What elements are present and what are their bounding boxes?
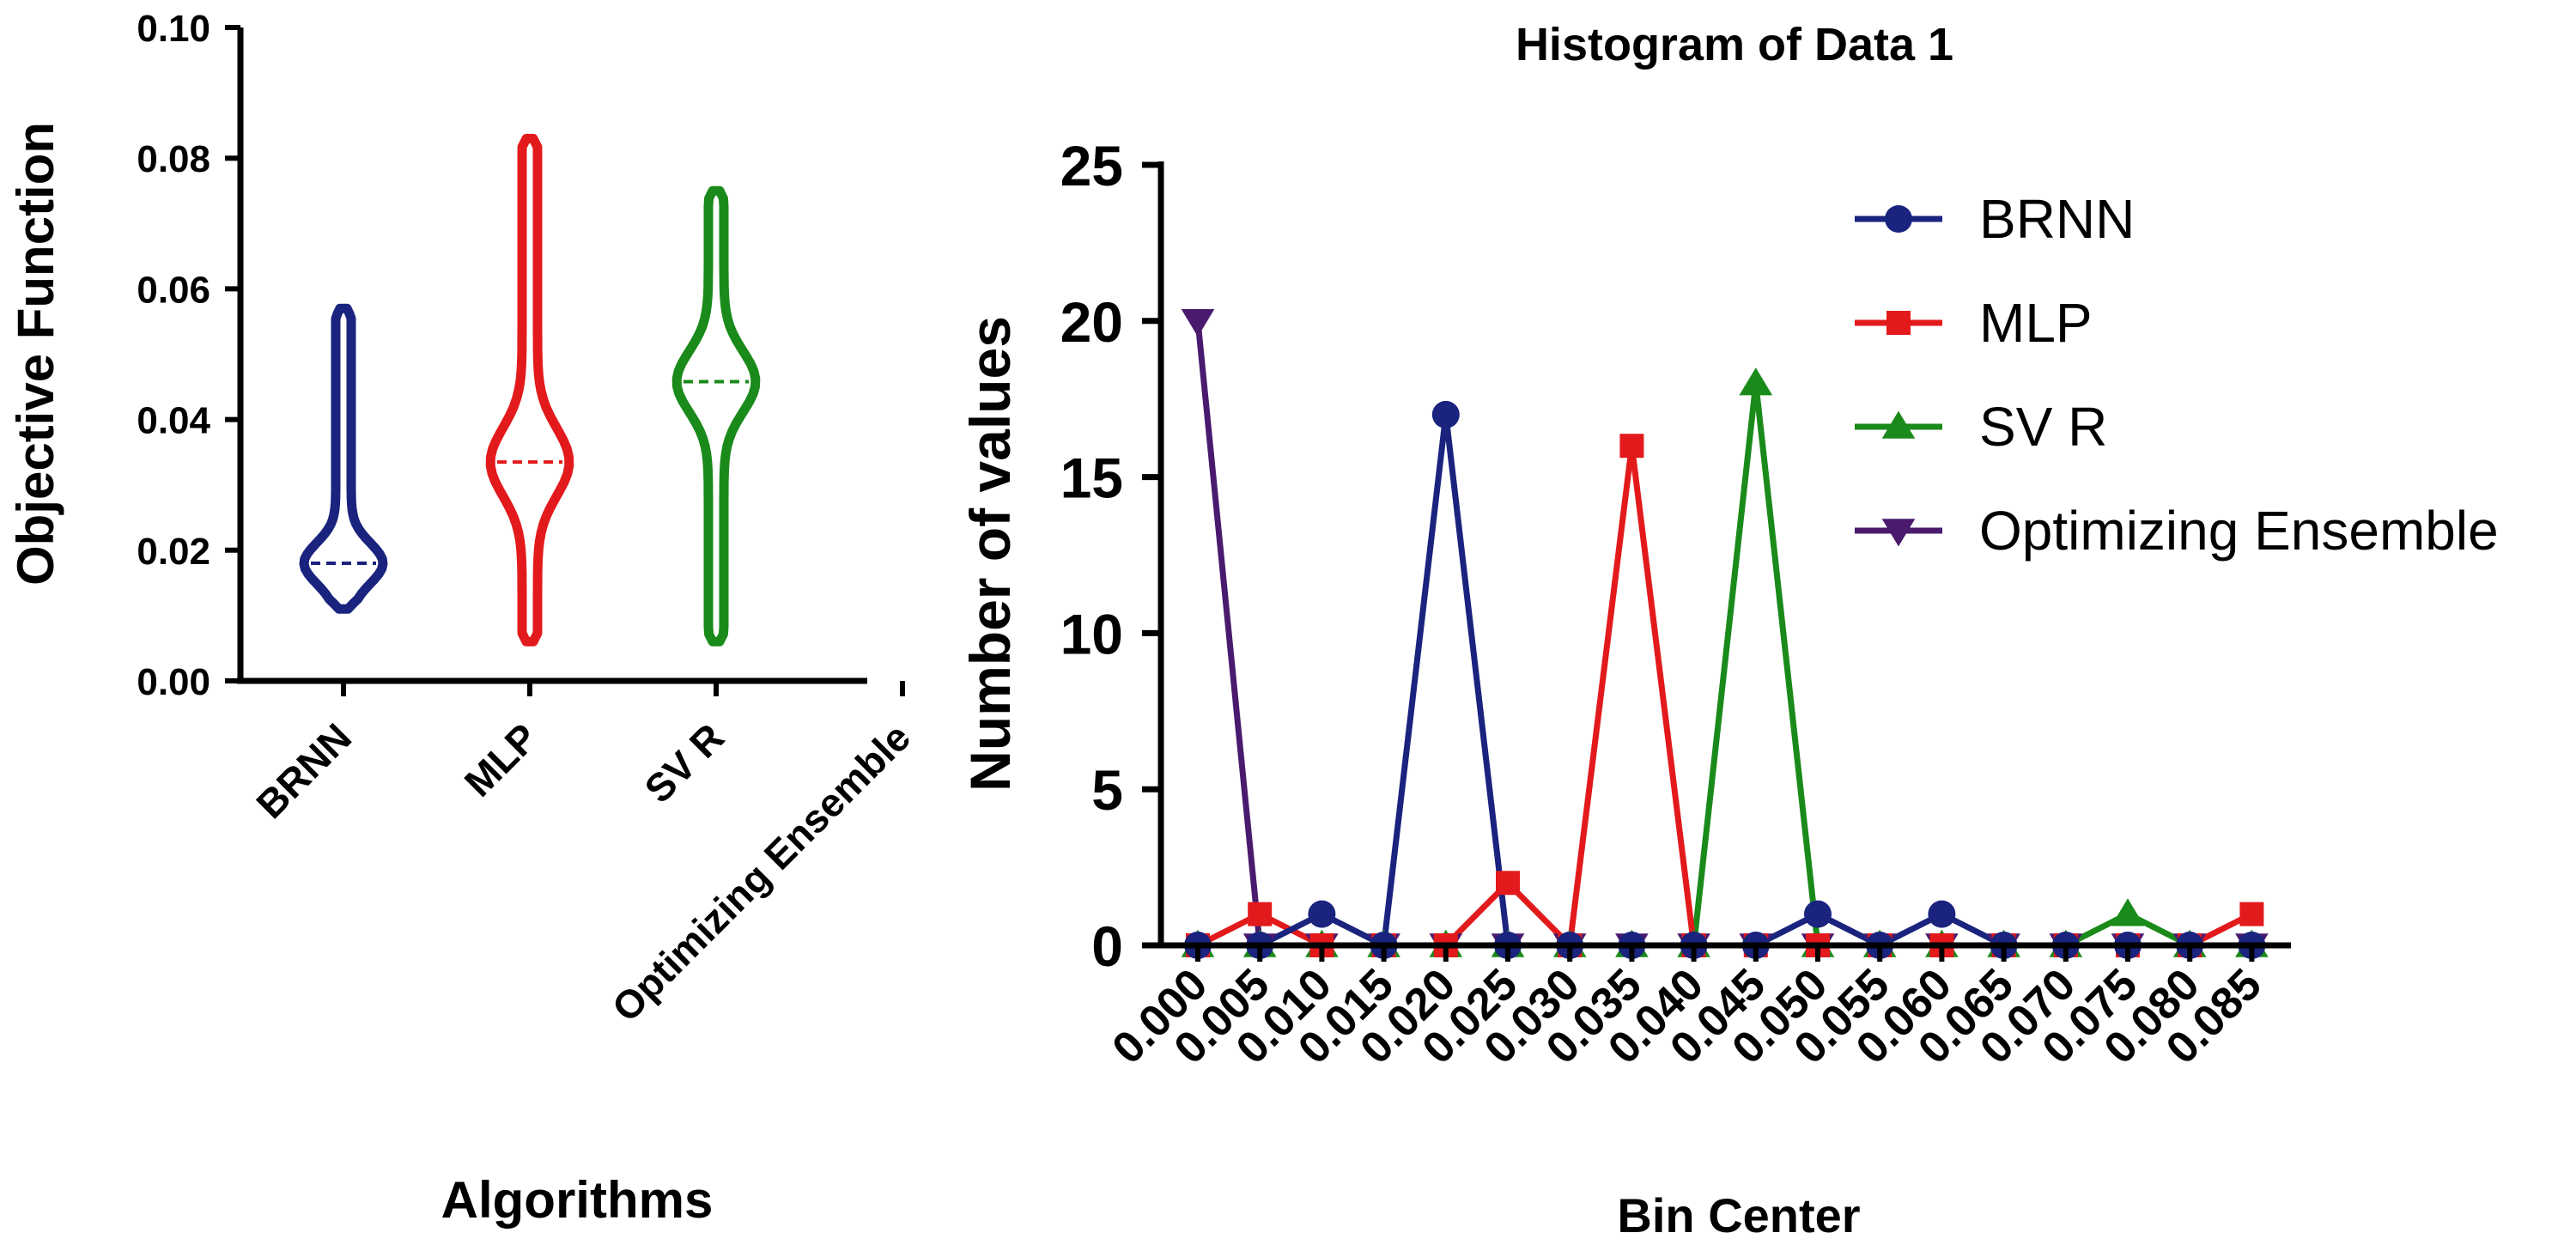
histogram-y-tick-label: 10: [1060, 602, 1123, 665]
violin-x-tick-label: MLP: [456, 714, 546, 805]
histogram-y-tick-label: 20: [1060, 290, 1123, 354]
violin-y-tick-label: 0.04: [137, 400, 210, 442]
violin-x-axis-label: Algorithms: [441, 1171, 714, 1229]
violin-chart: 0.00 0.02 0.04 0.06 0.08 0.10 BRNN MLP SV ROpti…: [7, 8, 919, 1229]
histogram-chart: Histogram of Data 1 0 5 10 15 20 25 0.0000.00…: [958, 19, 2499, 1242]
violin-y-ticks: 0.00 0.02 0.04 0.06 0.08 0.10: [137, 8, 240, 703]
violin-y-tick-label: 0.10: [137, 8, 210, 50]
legend-swatch-marker: [1885, 205, 1912, 233]
histogram-marker-circle: [1308, 900, 1336, 928]
histogram-marker-square: [2239, 902, 2264, 926]
violin-y-tick-label: 0.06: [137, 269, 210, 311]
histogram-series-line: [1198, 380, 2252, 949]
histogram-marker-square: [1248, 902, 1273, 926]
legend-label: BRNN: [1979, 188, 2135, 250]
histogram-y-tick-label: 15: [1060, 446, 1123, 510]
histogram-marker-triangle-down: [1181, 309, 1215, 337]
violin-group: [299, 133, 761, 647]
histogram-y-tick-label: 0: [1091, 914, 1123, 978]
histogram-legend: BRNN MLP SV R Optimizing Ensemble: [1855, 188, 2499, 562]
violin-x-tick-label: BRNN: [247, 714, 360, 827]
histogram-marker-circle: [1928, 900, 1956, 928]
violin-shape: [671, 185, 761, 647]
histogram-x-ticks: 0.0000.0050.0100.0150.0200.0250.0300.035…: [1103, 945, 2271, 1074]
histogram-x-axis-label: Bin Center: [1617, 1188, 1860, 1242]
histogram-marker-circle: [1431, 400, 1460, 428]
legend-label: MLP: [1979, 292, 2093, 354]
legend-swatch-marker: [1881, 410, 1916, 439]
violin-y-axis-label: Objective Function: [7, 122, 64, 586]
histogram-marker-square: [1496, 871, 1520, 896]
violin-shape: [485, 133, 574, 647]
histogram-y-axis-label: Number of values: [958, 316, 1022, 792]
histogram-y-ticks: 0 5 10 15 20 25: [1060, 134, 1161, 978]
legend-swatch-marker: [1886, 311, 1911, 335]
violin-y-tick-label: 0.00: [137, 661, 210, 703]
histogram-title: Histogram of Data 1: [1516, 19, 1953, 70]
violin-x-tick-label: SV R: [635, 714, 732, 811]
histogram-marker-triangle-up: [1739, 367, 1773, 396]
legend-swatch-marker: [1881, 519, 1916, 547]
histogram-marker-circle: [1804, 900, 1832, 928]
violin-shape: [299, 303, 388, 614]
histogram-y-tick-label: 25: [1060, 134, 1123, 197]
histogram-y-tick-label: 5: [1091, 758, 1123, 822]
violin-x-tick-label: Optimizing Ensemble: [604, 714, 920, 1030]
violin-y-tick-label: 0.02: [137, 531, 210, 573]
histogram-marker-square: [1619, 434, 1644, 459]
violin-y-tick-label: 0.08: [137, 138, 210, 180]
histogram-marker-triangle-up: [2111, 898, 2145, 926]
legend-label: SV R: [1979, 396, 2107, 458]
legend-label: Optimizing Ensemble: [1979, 500, 2499, 562]
